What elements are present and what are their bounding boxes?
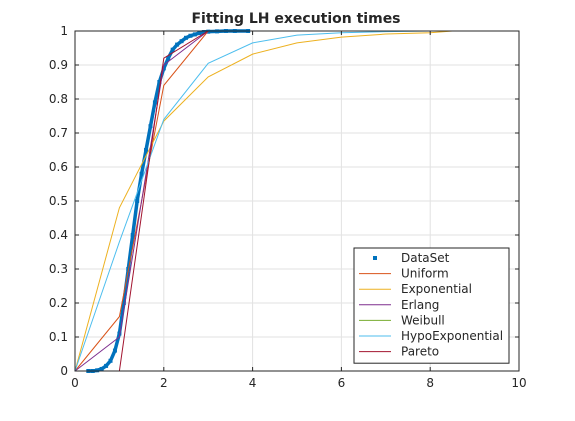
legend-item-uniform: Uniform <box>359 267 449 281</box>
y-tick-label: 0.3 <box>49 262 68 276</box>
legend-item-hypoexponential: HypoExponential <box>359 329 503 343</box>
y-tick-label: 0.7 <box>49 126 68 140</box>
legend-item-pareto: Pareto <box>359 345 439 359</box>
legend-label: DataSet <box>401 251 450 265</box>
x-tick-label: 10 <box>511 376 526 390</box>
series-hypoexponential <box>74 30 431 372</box>
series-exponential <box>74 30 453 372</box>
dataset-curve <box>88 29 249 373</box>
legend-label: Erlang <box>401 298 439 312</box>
legend-label: Weibull <box>401 313 445 327</box>
x-tick-label: 0 <box>71 376 79 390</box>
y-tick-label: 0.5 <box>49 194 68 208</box>
y-tick-label: 1 <box>60 24 68 38</box>
legend-item-dataset: DataSet <box>373 251 450 265</box>
legend-label: Pareto <box>401 345 439 359</box>
series-line <box>74 30 453 372</box>
x-tick-label: 4 <box>249 376 257 390</box>
legend-box <box>353 247 510 364</box>
legend-item-exponential: Exponential <box>359 282 472 296</box>
y-tick-label: 0.6 <box>49 160 68 174</box>
chart-title: Fitting LH execution times <box>191 11 400 27</box>
y-tick-label: 0.4 <box>49 228 68 242</box>
x-tick-label: 6 <box>338 376 346 390</box>
series-line <box>74 30 431 372</box>
legend-label: Exponential <box>401 282 472 296</box>
legend-label: HypoExponential <box>401 329 503 343</box>
legend-item-weibull: Weibull <box>359 313 445 327</box>
y-tick-label: 0.9 <box>49 58 68 72</box>
y-axis: 0 0.1 0.2 0.3 0.4 0.5 0.6 0.7 0.8 0.9 1 <box>49 24 519 378</box>
y-tick-label: 0 <box>60 364 68 378</box>
x-axis: 0 2 4 6 8 10 <box>71 31 527 390</box>
x-tick-label: 2 <box>160 376 168 390</box>
legend-marker <box>373 256 377 260</box>
y-tick-label: 0.2 <box>49 296 68 310</box>
y-tick-label: 0.8 <box>49 92 68 106</box>
legend-label: Uniform <box>401 267 449 281</box>
y-tick-label: 0.1 <box>49 330 68 344</box>
x-tick-label: 8 <box>426 376 434 390</box>
legend-item-erlang: Erlang <box>359 298 439 312</box>
